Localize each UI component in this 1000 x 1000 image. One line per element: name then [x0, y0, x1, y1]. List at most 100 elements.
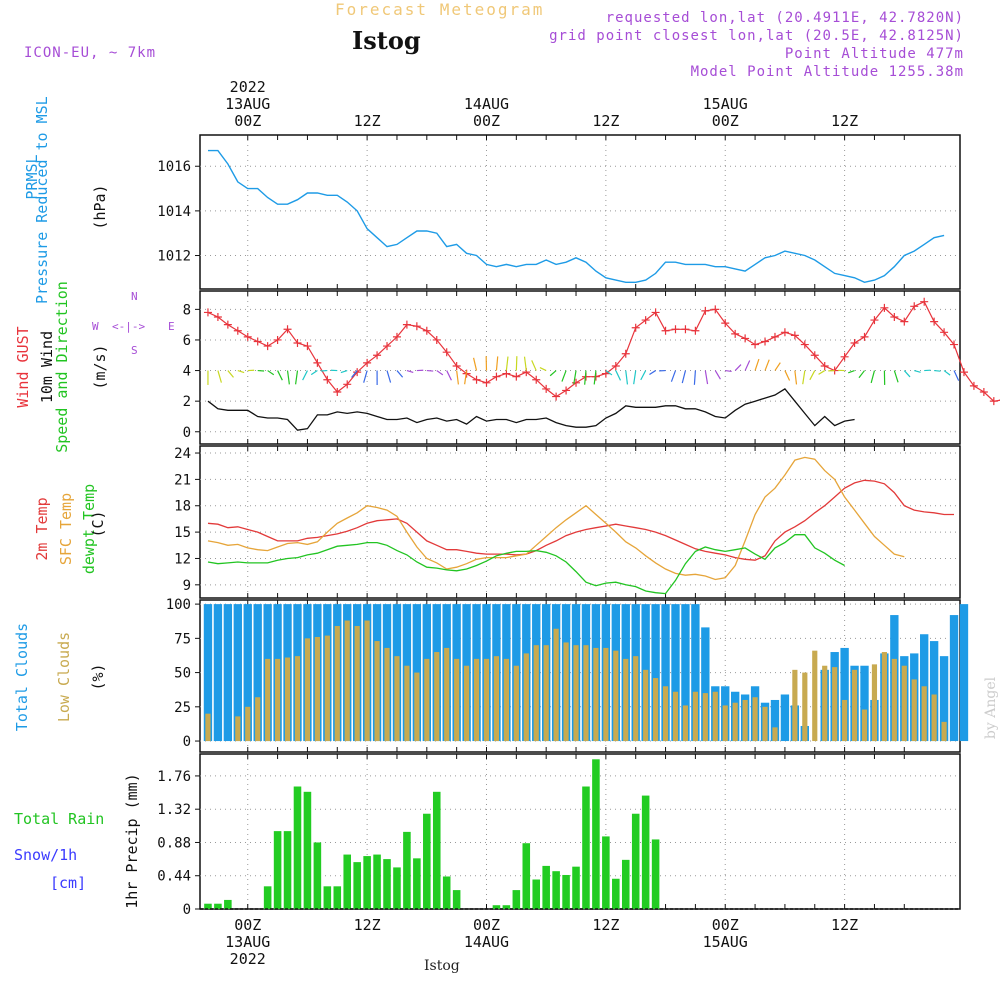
wind-gust-marker	[930, 317, 939, 326]
bottom-time-label: 14AUG	[464, 933, 509, 951]
low-cloud-bar	[473, 658, 480, 742]
wind-direction-arrow	[754, 358, 760, 371]
wind-direction-arrow	[784, 370, 791, 381]
rain-bar	[273, 831, 282, 909]
wind-direction-arrow	[340, 369, 348, 374]
total-cloud-bar	[651, 604, 660, 742]
total-cloud-bar	[661, 604, 670, 742]
wind-gust-marker	[273, 335, 282, 344]
rain-bar	[343, 854, 352, 909]
wind-direction-arrow	[426, 369, 434, 372]
wind-gust-marker	[870, 316, 879, 325]
low-cloud-bar	[563, 642, 569, 742]
low-cloud-bar	[861, 709, 868, 742]
low-cloud-bar	[742, 699, 748, 742]
wind-gust-marker	[343, 380, 352, 389]
wind-gust-marker	[472, 375, 481, 384]
wind-direction-arrow	[217, 370, 222, 383]
wind-gust-marker	[810, 351, 819, 360]
low-cloud-bar	[702, 693, 708, 742]
wind-gust-marker	[641, 316, 650, 325]
rain-bar	[592, 759, 600, 909]
wind-gust-marker	[820, 361, 829, 370]
wind-direction-arrow	[286, 370, 290, 385]
wind-gust-marker	[671, 325, 680, 334]
wind-direction-arrow	[584, 370, 587, 385]
total-cloud-bar	[243, 604, 252, 742]
wind-direction-arrow	[943, 370, 951, 376]
wind-direction-arrow	[914, 369, 921, 373]
wind-direction-arrow	[633, 370, 637, 385]
rain-bar	[313, 842, 322, 909]
rain-bar	[442, 876, 451, 909]
compass-w: W	[92, 320, 99, 333]
wind-gust-marker	[243, 332, 252, 341]
wind-gust-marker	[412, 322, 421, 331]
total-cloud-bar	[213, 604, 223, 742]
wind-gust-marker	[383, 342, 392, 351]
low-cloud-bar	[374, 641, 380, 742]
wind-direction-arrow	[472, 357, 478, 371]
wind-gust-marker	[293, 339, 302, 348]
wind-direction-arrow	[227, 370, 234, 378]
wind-direction-arrow	[446, 370, 452, 381]
snow-label: Snow/1h	[14, 846, 78, 864]
wind-direction-arrow	[681, 370, 687, 384]
low-cloud-bar	[692, 691, 698, 742]
wind-compass: N W <-|-> E S	[88, 290, 188, 372]
rain-bar	[552, 871, 560, 909]
low-cloud-bar	[712, 691, 718, 742]
wind-direction-arrow	[809, 370, 816, 381]
wind-gust-marker	[333, 387, 342, 396]
dewpt-line	[207, 534, 845, 595]
low-cloud-bar	[911, 679, 917, 742]
low-cloud-bar	[553, 628, 559, 742]
t2m-line	[207, 479, 954, 561]
low-cloud-bar	[662, 686, 669, 742]
model-name: ICON-EU, ~ 7km	[24, 45, 157, 61]
wind-gust-marker	[283, 325, 292, 334]
wind-direction-arrow	[549, 370, 557, 377]
wind-direction-arrow	[464, 370, 468, 385]
wind-gust-marker	[691, 326, 700, 335]
low-cloud-bar	[593, 647, 599, 742]
low-cloud-bar	[842, 699, 848, 742]
temp-panel-ytick-label: 12	[174, 551, 191, 567]
wind-gust-marker	[313, 358, 322, 367]
rain-bar	[432, 791, 441, 909]
rain-bar	[353, 862, 361, 909]
wind-panel-ytick-label: 0	[183, 425, 191, 441]
wind-gust-marker	[373, 351, 382, 360]
wind-gust-marker	[611, 361, 620, 370]
sfc-temp-line	[207, 456, 905, 581]
wind-direction-arrow	[818, 370, 826, 375]
rain-bar	[263, 886, 272, 909]
top-time-label: 00Z	[234, 112, 261, 130]
low-cloud-bar	[653, 678, 659, 742]
wind-panel-ytick-label: 8	[183, 302, 191, 318]
wind-gust-marker	[442, 348, 451, 357]
total-cloud-bar	[929, 641, 939, 742]
low-cloud-bar	[523, 653, 529, 742]
total-cloud-bar	[691, 604, 700, 742]
wind-direction-arrow	[302, 370, 308, 381]
wind-gust-marker	[880, 303, 889, 312]
point-altitude: Point Altitude 477m	[784, 46, 964, 62]
low-cloud-bar	[752, 697, 758, 742]
wind-gust-marker	[721, 319, 730, 328]
wind-gust-marker	[920, 297, 929, 306]
wind-direction-arrow	[505, 356, 509, 371]
rain-bar	[224, 899, 232, 909]
wind-gust-marker	[910, 302, 919, 311]
wind-direction-arrow	[406, 369, 414, 374]
prmsl-line	[208, 149, 945, 284]
wind-direction-arrow	[802, 370, 806, 385]
wind-gust-marker	[512, 372, 521, 381]
rain-bar	[293, 786, 302, 909]
wind-panel-frame	[199, 290, 961, 445]
wind-gust-marker	[452, 361, 461, 370]
wind-direction-arrow	[495, 356, 499, 371]
wind-gust-marker	[800, 340, 809, 349]
clouds-panel-ytick-label: 0	[183, 734, 191, 750]
rain-bar	[562, 874, 570, 909]
